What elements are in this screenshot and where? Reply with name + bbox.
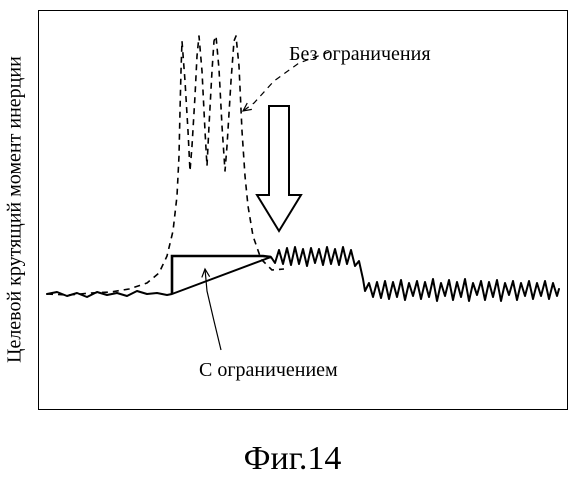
figure-caption: Фиг.14 [0,440,585,478]
chart-svg [39,11,566,408]
y-axis-label: Целевой крутящий момент инерции [0,0,30,420]
with-limit-label: С ограничением [199,359,338,382]
no-limit-label: Без ограничения [289,43,431,66]
plot-frame: Без ограничения С ограничением [38,10,568,410]
